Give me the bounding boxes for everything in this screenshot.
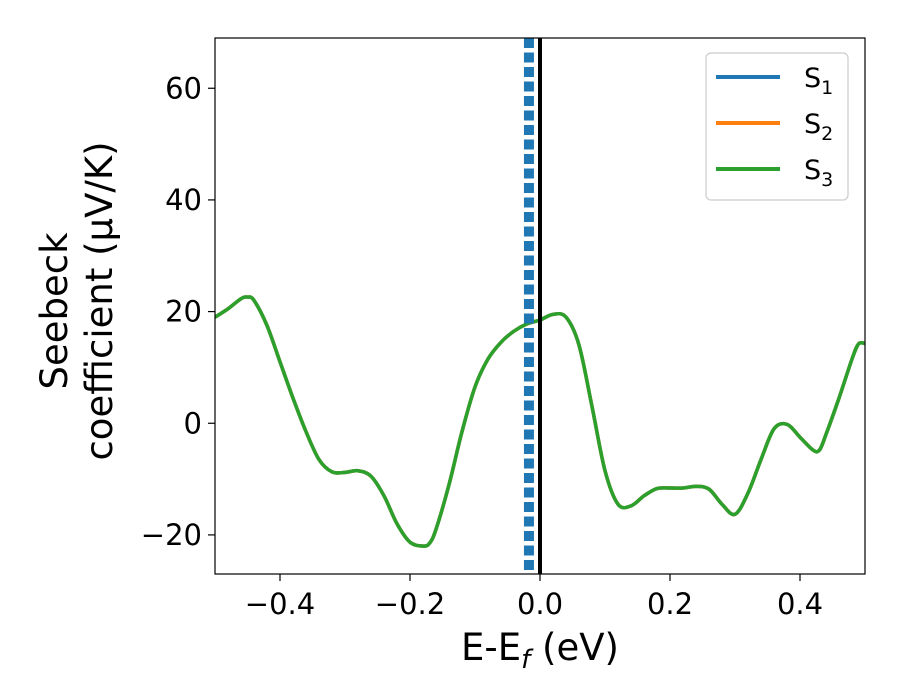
y-tick-label: 40 [165, 183, 202, 217]
x-tick-label: −0.4 [245, 587, 315, 621]
legend-label-s1: S1 [804, 63, 833, 99]
y-tick-label: 0 [184, 406, 202, 440]
x-tick-label: 0.2 [647, 587, 693, 621]
y-axis-label-line1: Seebeck [33, 232, 76, 390]
x-axis: −0.4 −0.2 0.0 0.2 0.4 [245, 574, 823, 621]
legend-label-s3: S3 [804, 155, 833, 191]
legend: S1 S2 S3 [705, 52, 849, 201]
x-axis-label: E-Ef (eV) [461, 626, 619, 675]
legend-label-s2: S2 [804, 109, 833, 145]
y-tick-label: 20 [165, 295, 202, 329]
x-tick-label: −0.2 [375, 587, 445, 621]
legend-box [705, 52, 849, 201]
y-axis-label-line2: coefficient (μV/K) [78, 141, 121, 460]
y-tick-label: −20 [141, 518, 202, 552]
y-tick-label: 60 [165, 71, 202, 105]
y-axis: −20 0 20 40 60 [141, 71, 215, 552]
x-tick-label: 0.4 [777, 587, 823, 621]
plot-area [215, 38, 865, 574]
x-tick-label: 0.0 [517, 587, 563, 621]
y-axis-label: Seebeck coefficient (μV/K) [33, 141, 121, 460]
